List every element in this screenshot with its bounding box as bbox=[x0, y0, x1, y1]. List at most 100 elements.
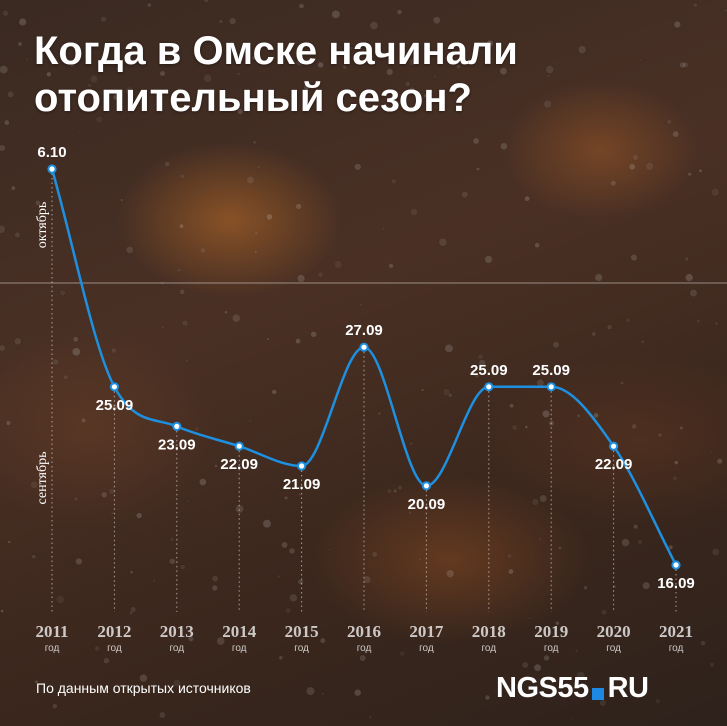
raindrop bbox=[3, 119, 10, 126]
raindrop bbox=[363, 575, 372, 584]
raindrop bbox=[552, 341, 560, 349]
raindrop bbox=[499, 67, 508, 75]
x-tick-sublabel: год bbox=[169, 643, 184, 654]
raindrop bbox=[203, 73, 213, 83]
logo-suffix: RU bbox=[607, 671, 649, 704]
raindrop bbox=[654, 698, 661, 705]
raindrop bbox=[128, 610, 134, 615]
raindrop bbox=[600, 609, 607, 616]
raindrop bbox=[161, 325, 165, 329]
raindrop bbox=[477, 353, 484, 360]
month-band-label: октябрь bbox=[35, 202, 50, 249]
x-tick-sublabel: год bbox=[606, 643, 621, 654]
x-tick-label: 2015 bbox=[285, 622, 319, 641]
raindrop bbox=[214, 464, 218, 468]
raindrop bbox=[409, 207, 419, 216]
x-tick-label: 2016 bbox=[347, 622, 381, 641]
raindrop bbox=[391, 178, 397, 184]
raindrop bbox=[179, 173, 185, 179]
raindrop bbox=[72, 336, 79, 343]
raindrop bbox=[628, 163, 636, 171]
raindrop bbox=[0, 224, 6, 234]
raindrop bbox=[533, 663, 542, 672]
raindrop bbox=[420, 388, 425, 392]
raindrop bbox=[125, 245, 134, 254]
raindrop bbox=[409, 441, 414, 446]
raindrop bbox=[63, 374, 69, 380]
ngs55-logo[interactable]: NGS55 RU bbox=[496, 672, 649, 704]
raindrop bbox=[610, 180, 617, 187]
raindrop bbox=[178, 223, 185, 229]
raindrop bbox=[543, 99, 552, 109]
x-tick-label: 2017 bbox=[409, 622, 444, 641]
raindrop bbox=[527, 616, 532, 620]
raindrop bbox=[478, 359, 486, 367]
raindrop bbox=[298, 3, 305, 9]
raindrop bbox=[386, 488, 393, 495]
raindrop bbox=[620, 381, 625, 386]
raindrop bbox=[224, 310, 228, 314]
raindrop bbox=[321, 692, 325, 696]
data-label: 16.09 bbox=[657, 575, 695, 592]
raindrop bbox=[245, 103, 249, 107]
data-point bbox=[609, 441, 619, 451]
raindrop bbox=[295, 203, 302, 210]
raindrop bbox=[10, 185, 16, 191]
data-point bbox=[172, 421, 182, 431]
raindrop bbox=[34, 200, 41, 206]
raindrop bbox=[246, 175, 255, 185]
data-point bbox=[671, 560, 681, 570]
data-label: 21.09 bbox=[283, 476, 321, 493]
raindrop bbox=[571, 718, 574, 722]
data-point bbox=[297, 461, 307, 471]
raindrop bbox=[284, 607, 292, 614]
logo-square-icon bbox=[591, 688, 604, 700]
raindrop bbox=[521, 661, 529, 669]
data-point bbox=[234, 441, 244, 451]
raindrop bbox=[472, 137, 480, 145]
raindrop bbox=[87, 83, 93, 88]
raindrop bbox=[511, 424, 518, 431]
raindrop bbox=[349, 46, 354, 51]
raindrop bbox=[386, 68, 394, 76]
raindrop bbox=[288, 547, 296, 555]
raindrop bbox=[368, 715, 373, 720]
x-tick-label: 2014 bbox=[222, 622, 257, 641]
data-label: 20.09 bbox=[408, 496, 446, 513]
raindrop bbox=[78, 131, 82, 135]
raindrop bbox=[278, 655, 284, 661]
raindrop bbox=[231, 313, 241, 323]
raindrop bbox=[179, 564, 186, 571]
raindrop bbox=[709, 661, 715, 668]
raindrop bbox=[666, 119, 672, 125]
raindrop bbox=[52, 358, 60, 366]
x-tick-sublabel: год bbox=[45, 643, 60, 654]
data-label: 27.09 bbox=[345, 322, 383, 339]
raindrop bbox=[115, 67, 119, 71]
raindrop bbox=[100, 15, 107, 23]
raindrop bbox=[129, 570, 134, 574]
raindrop bbox=[684, 256, 689, 261]
raindrop bbox=[71, 347, 81, 357]
raindrop bbox=[254, 230, 259, 236]
x-tick-label: 2012 bbox=[97, 622, 131, 641]
raindrop bbox=[31, 554, 37, 559]
raindrop bbox=[399, 650, 406, 657]
raindrop bbox=[147, 2, 152, 8]
x-tick-sublabel: год bbox=[232, 643, 247, 654]
x-tick-label: 2011 bbox=[35, 622, 68, 641]
data-point bbox=[359, 342, 369, 352]
raindrop bbox=[95, 115, 104, 124]
x-tick-sublabel: год bbox=[544, 643, 559, 654]
raindrop bbox=[545, 65, 555, 74]
raindrop bbox=[672, 130, 680, 138]
raindrop bbox=[252, 55, 257, 61]
raindrop bbox=[211, 584, 218, 592]
raindrop bbox=[254, 250, 258, 254]
raindrop bbox=[539, 494, 548, 503]
raindrop bbox=[5, 420, 12, 426]
raindrop bbox=[317, 61, 324, 69]
raindrop bbox=[583, 585, 588, 590]
raindrop bbox=[693, 2, 698, 8]
raindrop bbox=[130, 606, 137, 613]
